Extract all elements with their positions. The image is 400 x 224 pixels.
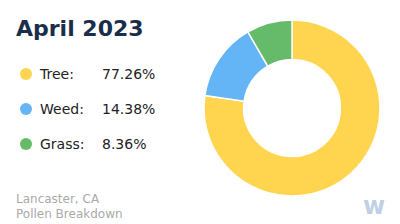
watermark: w: [363, 192, 385, 220]
legend-label: Tree:: [39, 66, 74, 82]
legend-swatch: [20, 68, 32, 80]
footer: Lancaster, CAPollen Breakdown: [16, 192, 123, 221]
legend-swatch: [20, 138, 32, 150]
legend-item: Weed: 14.38%: [20, 101, 155, 117]
legend-label: Weed:: [40, 101, 84, 117]
legend-swatch: [20, 103, 32, 115]
legend-value: 77.26%: [102, 66, 155, 82]
footer-line: Pollen Breakdown: [16, 207, 123, 221]
slice: [248, 20, 292, 66]
footer-line: Lancaster, CA: [16, 192, 100, 206]
donut: [204, 20, 380, 196]
legend-item: Tree: 77.26%: [20, 66, 155, 82]
legend: Tree: 77.26% Weed: 14.38% Grass: 8.36%: [20, 66, 155, 152]
chart: April 2023 Tree: 77.26% Weed: 14.38% Grass: 8.…: [0, 0, 400, 224]
slice: [204, 20, 380, 196]
legend-value: 8.36%: [102, 136, 146, 152]
legend-item: Grass: 8.36%: [20, 136, 146, 152]
legend-value: 14.38%: [102, 101, 155, 117]
title: April 2023: [16, 16, 144, 41]
legend-label: Grass:: [40, 136, 85, 152]
